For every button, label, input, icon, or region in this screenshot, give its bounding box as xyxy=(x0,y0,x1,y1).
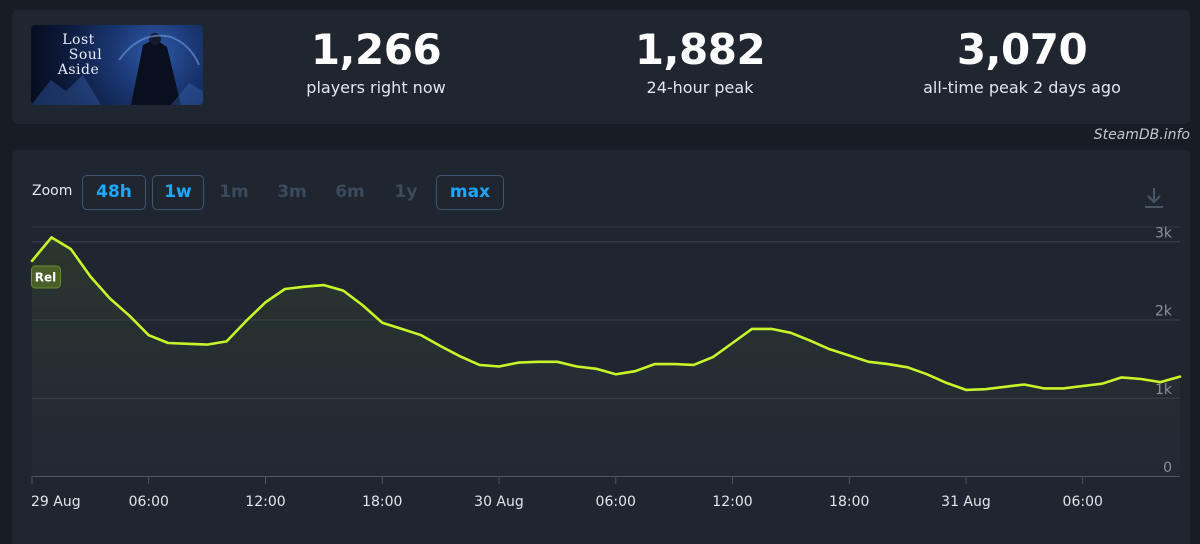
game-art-title: Lost Soul Aside xyxy=(57,32,103,78)
zoom-3m-button[interactable]: 3m xyxy=(277,182,307,202)
y-axis-ticks: 0 1k 2k 3k xyxy=(1155,225,1173,476)
release-marker: Rel xyxy=(30,265,61,289)
download-icon[interactable] xyxy=(1143,186,1165,210)
x-tick-label: 06:00 xyxy=(596,494,636,510)
y-tick-label: 2k xyxy=(1155,304,1173,320)
all-time-peak-label: all-time peak 2 days ago xyxy=(923,78,1121,97)
steamdb-credit[interactable]: SteamDB.info xyxy=(1093,127,1190,143)
x-tick-label: 31 Aug xyxy=(941,494,991,510)
stats-card: Lost Soul Aside 1,266 players right now … xyxy=(12,10,1190,124)
x-tick-label: 30 Aug xyxy=(474,494,524,510)
peak-24h-label: 24-hour peak xyxy=(646,78,754,97)
x-tick-label: 29 Aug xyxy=(31,494,81,510)
release-flag-label: Rel xyxy=(35,271,57,285)
all-time-peak-value: 3,070 xyxy=(956,25,1088,74)
release-flag xyxy=(30,265,61,289)
x-tick-label: 12:00 xyxy=(712,494,752,510)
peak-24h-value: 1,882 xyxy=(634,25,766,74)
chart-card: 0 1k 2k 3k 29 Aug 06:00 12:00 18:00 30 Aug 06:00… xyxy=(12,150,1190,544)
zoom-label: Zoom xyxy=(32,183,73,199)
y-tick-label: 1k xyxy=(1155,382,1173,398)
players-now-value: 1,266 xyxy=(310,25,442,74)
zoom-1w-button[interactable]: 1w xyxy=(152,175,204,210)
series-area xyxy=(32,237,1180,476)
stat-players-now: 1,266 players right now xyxy=(276,24,476,98)
zoom-1m-button[interactable]: 1m xyxy=(219,182,249,202)
stat-all-time-peak: 3,070 all-time peak 2 days ago xyxy=(902,24,1142,98)
game-art-figure xyxy=(31,33,203,105)
x-tick-label: 12:00 xyxy=(245,494,285,510)
y-tick-label: 3k xyxy=(1155,225,1173,241)
x-tick-label: 18:00 xyxy=(829,494,869,510)
series-line xyxy=(30,236,1182,392)
zoom-max-button[interactable]: max xyxy=(436,175,504,210)
x-tick-label: 18:00 xyxy=(362,494,402,510)
player-count-chart: 0 1k 2k 3k 29 Aug 06:00 12:00 18:00 30 Aug 06:00… xyxy=(30,225,1182,510)
game-thumbnail[interactable]: Lost Soul Aside xyxy=(31,25,203,105)
zoom-1y-button[interactable]: 1y xyxy=(394,182,418,202)
x-tick-label: 06:00 xyxy=(129,494,169,510)
x-tick-label: 06:00 xyxy=(1063,494,1103,510)
x-axis-ticks: 29 Aug 06:00 12:00 18:00 30 Aug 06:00 12:00 18:… xyxy=(31,476,1103,510)
zoom-6m-button[interactable]: 6m xyxy=(335,182,365,202)
stat-24h-peak: 1,882 24-hour peak xyxy=(600,24,800,98)
players-now-label: players right now xyxy=(306,78,446,97)
y-tick-label: 0 xyxy=(1163,460,1172,476)
zoom-48h-button[interactable]: 48h xyxy=(82,175,146,210)
